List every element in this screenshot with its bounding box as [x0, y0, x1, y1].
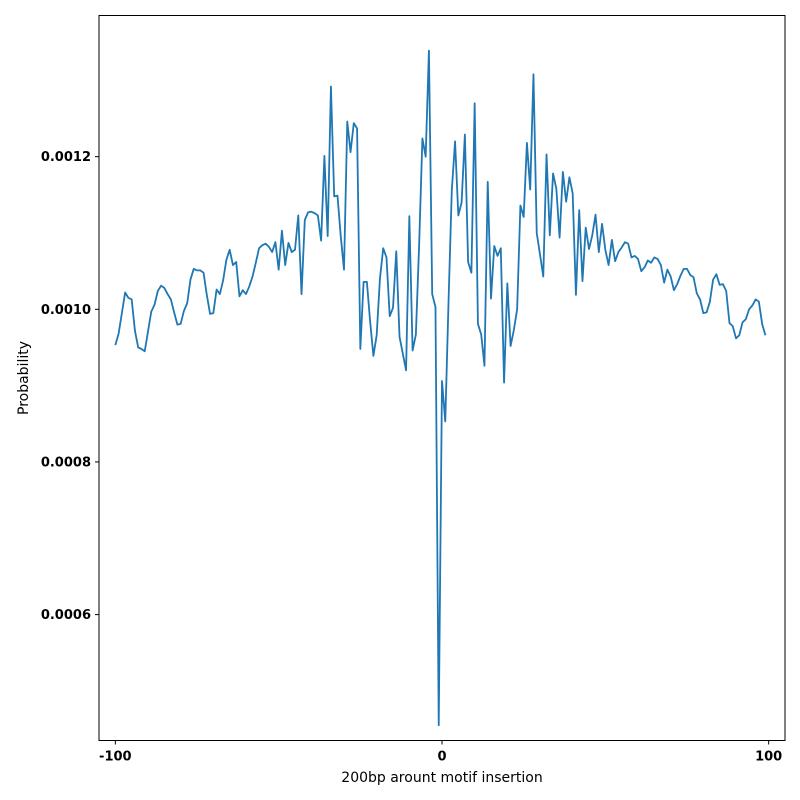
y-axis-ticks: 0.0006 0.0008 0.0010 0.0012: [41, 150, 99, 623]
plot-frame: [98, 15, 786, 741]
x-tick-label: -100: [99, 750, 132, 765]
y-tick-label: 0.0008: [41, 455, 91, 470]
y-tick-label: 0.0012: [41, 150, 91, 165]
y-tick-label: 0.0006: [41, 608, 91, 623]
y-tick-label: 0.0010: [41, 303, 91, 318]
x-axis-ticks: -100 0 100: [99, 740, 782, 765]
x-tick-label: 0: [437, 750, 446, 765]
x-tick-label: 100: [755, 750, 782, 765]
y-axis-label: Probability: [16, 341, 32, 415]
probability-series-line: [114, 49, 767, 727]
x-axis-label: 200bp arount motif insertion: [341, 770, 542, 786]
